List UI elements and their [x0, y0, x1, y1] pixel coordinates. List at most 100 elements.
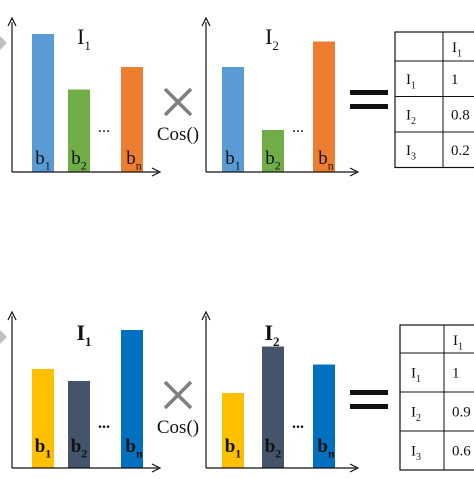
bar-label-2-2-3: bn [317, 436, 335, 460]
bar-2-2-1 [222, 393, 244, 468]
bar-label-2-2-3-main: b [317, 436, 328, 457]
chart-title-2-2-sub: 2 [273, 334, 280, 349]
ellipsis-2-2: ... [292, 415, 304, 432]
bar-label-2-2-2-sub: 2 [275, 446, 281, 460]
bar-1-2-1 [222, 67, 244, 172]
bar-2-2-2 [262, 346, 284, 468]
bar-label-2-1-1-sub: 1 [45, 446, 51, 460]
bar-label-2-2-2-main: b [265, 436, 276, 457]
bar-1-1-3 [121, 67, 143, 172]
bar-label-1-1-3-main: b [126, 148, 136, 169]
chart-title-1-1: I1 [77, 24, 91, 53]
bar-label-1-1-3-sub: n [136, 158, 142, 172]
x-axis-arrow-icon-1-1 [151, 167, 162, 177]
ellipsis-1-2: ... [292, 119, 304, 136]
table-cell-value-1-3: 0.2 [451, 143, 470, 159]
bar-label-2-2-3-sub: n [328, 446, 335, 460]
bar-1-2-3 [313, 41, 335, 172]
equals-icon-2-top [350, 390, 388, 395]
bar-label-1-2-2-sub: 2 [275, 158, 281, 172]
bar-label-1-2-2: b2 [265, 148, 281, 172]
table-row-label-2-3-sub: 3 [416, 452, 421, 463]
bar-1-1-1 [32, 34, 54, 172]
bar-label-1-2-1-main: b [225, 148, 235, 169]
table-header-2-main: I [453, 333, 458, 349]
chart-title-2-1-sub: 1 [85, 334, 92, 349]
y-axis-arrow-icon-2-2 [201, 310, 211, 321]
table-row-label-1-3-main: I [406, 143, 411, 159]
table-border-2 [399, 324, 474, 471]
table-row-label-2-2-main: I [411, 405, 416, 421]
table-row-label-1-1: I1 [406, 72, 416, 92]
x-axis-arrow-icon-2-1 [151, 463, 162, 473]
table-cell-value-1-1: 1 [451, 72, 459, 88]
bar-label-2-2-1-main: b [225, 436, 236, 457]
bar-label-1-2-1: b1 [225, 148, 241, 172]
bar-label-2-2-1: b1 [225, 436, 242, 460]
table-row-label-2-1: I1 [411, 366, 421, 386]
chart-title-1-2-sub: 2 [272, 38, 279, 53]
bar-2-1-1 [32, 369, 54, 468]
table-row-label-1-2: I2 [406, 107, 416, 127]
x-axis-arrow-icon-2-2 [349, 463, 360, 473]
table-row-label-2-1-sub: 1 [416, 374, 421, 385]
bar-label-1-2-3-main: b [318, 148, 328, 169]
left-stub-arrow-icon [0, 36, 7, 50]
cos-operator-1: Cos() [157, 124, 199, 145]
bar-label-2-1-2-main: b [71, 436, 82, 457]
table-header-2-sub: 1 [458, 342, 463, 353]
x-axis-arrow-icon-1-2 [349, 167, 360, 177]
bar-label-1-1-1-sub: 1 [45, 158, 51, 172]
ellipsis-2-1: ... [98, 415, 110, 432]
chart-title-2-1-main: I [76, 320, 85, 345]
table-cell-value-2-1: 1 [452, 366, 460, 382]
bar-label-2-1-3-sub: n [136, 446, 143, 460]
chart-title-1-1-sub: 1 [84, 38, 91, 53]
equals-icon-1-bottom [350, 104, 388, 109]
equals-icon-2-bottom [350, 404, 388, 409]
chart-title-2-2: I2 [264, 320, 279, 349]
bar-1-2-2 [262, 130, 284, 172]
table-cell-value-2-3: 0.6 [452, 444, 471, 460]
table-border-1 [394, 31, 474, 169]
bar-label-2-1-1: b1 [35, 436, 52, 460]
bar-2-1-3 [121, 330, 143, 468]
bar-label-2-1-2: b2 [71, 436, 88, 460]
bar-label-2-1-3-main: b [125, 436, 136, 457]
bar-label-1-1-1: b1 [35, 148, 51, 172]
table-cell-value-2-2: 0.9 [452, 405, 471, 421]
table-row-label-1-2-sub: 2 [411, 116, 416, 127]
bar-label-2-2-2: b2 [265, 436, 282, 460]
chart-title-2-1: I1 [76, 320, 91, 349]
bar-label-2-2-1-sub: 1 [235, 446, 241, 460]
bar-label-1-1-2: b2 [71, 148, 87, 172]
chart-title-1-2-main: I [265, 24, 272, 49]
table-row-label-1-3: I3 [406, 143, 416, 163]
table-row-label-2-3-main: I [411, 444, 416, 460]
y-axis-arrow-icon-2-1 [7, 310, 17, 321]
table-row-label-1-1-main: I [406, 72, 411, 88]
chart-title-2-2-main: I [264, 320, 273, 345]
bar-label-1-2-2-main: b [265, 148, 275, 169]
chart-2-1: b1 b2 bn...I1 [7, 310, 162, 473]
bar-label-2-1-1-main: b [35, 436, 46, 457]
table-row-label-2-2-sub: 2 [416, 413, 421, 424]
table-row-label-2-2: I2 [411, 405, 421, 425]
bar-label-2-1-3: bn [125, 436, 143, 460]
equals-icon-1-top [350, 90, 388, 95]
bar-label-1-1-3: bn [126, 148, 142, 172]
bar-label-1-2-1-sub: 1 [235, 158, 241, 172]
table-header-2: I1 [453, 333, 463, 353]
bar-label-1-1-2-sub: 2 [81, 158, 87, 172]
y-axis-arrow-icon-1-2 [201, 16, 211, 27]
chart-1-1: b1 b2 bn...I1 [7, 16, 162, 177]
bar-label-1-1-1-main: b [35, 148, 45, 169]
bar-1-1-2 [68, 89, 90, 172]
chart-title-1-1-main: I [77, 24, 84, 49]
